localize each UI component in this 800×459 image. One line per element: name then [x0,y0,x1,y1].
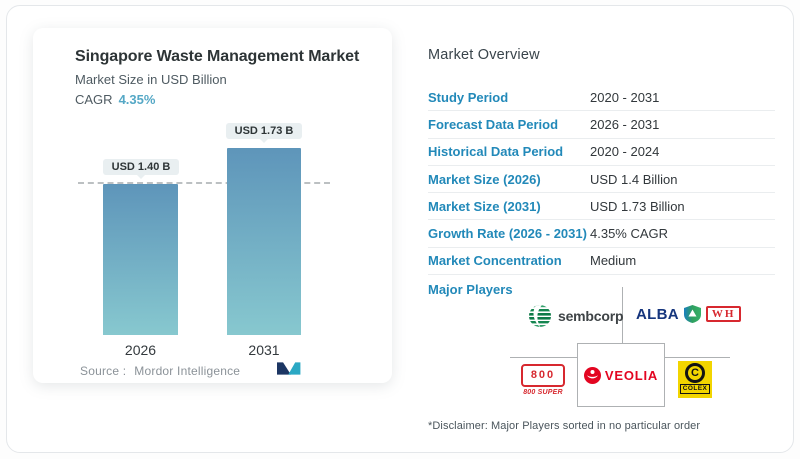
colex-c-icon: C [685,363,705,383]
row-label: Market Size (2026) [428,171,541,187]
row-label: Market Size (2031) [428,198,541,214]
bar-2026[interactable] [103,184,178,335]
overview-title: Market Overview [428,47,540,63]
row-label: Growth Rate (2026 - 2031) [428,226,587,242]
row-value: Medium [590,253,637,269]
800super-badge-icon: 800 [521,364,565,387]
chart-subtitle: Market Size in USD Billion [75,72,227,87]
player-logo-colex[interactable]: C COLEX [678,361,712,398]
players-divider-vertical [622,287,623,343]
row-label: Study Period [428,89,509,105]
chart-cagr-line: CAGR 4.35% [75,92,155,107]
chart-title: Singapore Waste Management Market [75,48,360,65]
cagr-label: CAGR [75,92,113,107]
source-label: Source : [80,364,127,378]
table-row: Forecast Data Period 2026 - 2031 [428,111,775,139]
row-value: 2020 - 2031 [590,89,660,105]
bar-value-label-2026: USD 1.40 B [103,159,179,179]
colex-wordmark: COLEX [679,384,711,394]
player-logo-sembcorp[interactable]: sembcorp [527,303,624,329]
table-row: Market Size (2026) USD 1.4 Billion [428,166,775,194]
disclaimer-text: *Disclaimer: Major Players sorted in no … [428,420,701,432]
x-axis-label-2031: 2031 [248,342,280,358]
table-row: Market Concentration Medium [428,248,775,276]
row-label: Market Concentration [428,253,562,269]
major-players-label: Major Players [428,282,513,297]
table-row: Growth Rate (2026 - 2031) 4.35% CAGR [428,220,775,248]
sembcorp-globe-icon [529,305,551,327]
sembcorp-wordmark: sembcorp [558,308,624,324]
bar-2031[interactable] [227,148,301,335]
player-logo-alba-wh[interactable]: ALBA WH [636,305,742,323]
chart-card: Singapore Waste Management Market Market… [33,28,392,383]
x-axis-label-2026: 2026 [124,342,157,358]
mordor-intelligence-logo-icon [277,362,301,375]
player-logo-800super[interactable]: 800 800 SUPER [520,364,566,396]
row-label: Historical Data Period [428,144,564,160]
reference-line [78,182,330,184]
source-name: Mordor Intelligence [134,364,241,378]
row-value: 4.35% CAGR [590,226,669,242]
bar-value-label-2031: USD 1.73 B [226,123,302,143]
player-logo-veolia[interactable]: VEOLIA [577,343,665,407]
row-label: Forecast Data Period [428,116,559,132]
bar-chart-plot: USD 1.40 B USD 1.73 B [78,123,330,335]
row-value: 2026 - 2031 [590,116,660,132]
row-value: USD 1.73 Billion [590,198,685,214]
veolia-circle-icon [583,366,601,384]
cagr-value: 4.35% [118,92,156,107]
alba-shield-icon [683,305,701,323]
row-value: USD 1.4 Billion [590,171,678,187]
table-row: Market Size (2031) USD 1.73 Billion [428,193,775,221]
source-attribution: Source : Mordor Intelligence [80,364,240,378]
overview-table: Study Period 2020 - 2031 Forecast Data P… [428,84,775,276]
800super-wordmark: 800 SUPER [523,389,563,396]
players-connector-left [510,357,577,358]
table-row: Historical Data Period 2020 - 2024 [428,139,775,166]
table-row: Study Period 2020 - 2031 [428,84,775,112]
wh-logo-box: WH [705,306,742,322]
alba-wordmark: ALBA [636,305,679,323]
veolia-wordmark: VEOLIA [604,367,659,383]
row-value: 2020 - 2024 [590,144,660,160]
players-connector-right [665,357,730,358]
